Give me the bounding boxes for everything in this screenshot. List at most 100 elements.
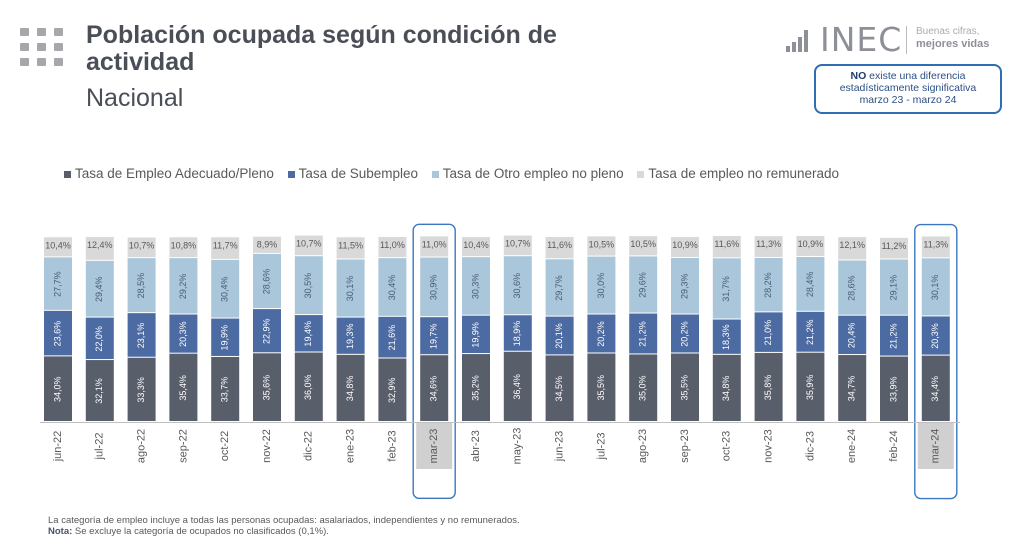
x-tick-label: jul-22 (94, 433, 106, 461)
bar-segment (85, 360, 114, 421)
bar-segment (44, 356, 72, 421)
logo-word: INEC (820, 20, 903, 59)
bar-segment (211, 237, 240, 259)
logo-divider (906, 26, 907, 54)
data-label: 30,1% (930, 275, 940, 301)
footer-nota: Nota: Se excluye la categoría de ocupado… (48, 526, 329, 537)
data-label: 34,7% (847, 376, 857, 402)
chart-legend: Tasa de Empleo Adecuado/Pleno Tasa de Su… (64, 166, 849, 181)
bar-segment (712, 319, 741, 354)
legend-item-no-remunerado: Tasa de empleo no remunerado (637, 166, 839, 181)
x-tick-label: sep-22 (177, 429, 189, 463)
data-label: 18,3% (721, 324, 731, 350)
bar-segment (336, 259, 365, 317)
data-label: 28,5% (136, 273, 146, 299)
bar-segment (754, 236, 783, 257)
bar-segment (420, 317, 449, 355)
data-label: 20,2% (596, 321, 606, 347)
data-label: 10,7% (296, 239, 322, 249)
bar-segment (378, 358, 407, 421)
data-label: 11,7% (213, 240, 238, 250)
data-label: 18,9% (512, 321, 522, 347)
x-tick-label: oct-22 (219, 431, 231, 462)
bar-segment (253, 353, 281, 421)
data-label: 11,2% (882, 241, 907, 251)
bar-segment (629, 256, 658, 313)
data-label: 29,2% (178, 274, 188, 300)
bar-segment (169, 314, 198, 353)
data-label: 20,3% (930, 323, 940, 349)
data-label: 29,6% (638, 272, 648, 298)
bar-segment (253, 236, 281, 253)
data-label: 34,8% (345, 376, 355, 402)
bar-segment (921, 355, 950, 421)
bar-segment (44, 310, 72, 356)
data-label: 11,0% (422, 239, 447, 249)
data-label: 10,7% (129, 240, 155, 250)
significance-note-period: marzo 23 - marzo 24 (859, 94, 957, 106)
legend-swatch (637, 170, 645, 178)
data-label: 8,9% (257, 240, 278, 250)
bar-segment (587, 353, 616, 421)
bar-segment (880, 315, 908, 356)
data-label: 19,7% (429, 323, 439, 349)
significance-note-bold: NO (850, 70, 867, 82)
x-tick-label: mar-24 (930, 429, 942, 464)
inec-logo: INEC Buenas cifras, mejores vidas (786, 20, 1006, 59)
bar-segment (420, 355, 449, 421)
data-label: 29,4% (94, 276, 104, 302)
data-label: 27,7% (52, 271, 62, 297)
x-tick-label: may-23 (512, 428, 524, 465)
decorative-dots (20, 28, 64, 72)
bar-segment (294, 352, 323, 421)
x-tick-label: ene-24 (846, 429, 858, 463)
bar-segment (85, 260, 114, 317)
bar-segment (127, 258, 156, 313)
bar-segment (503, 235, 532, 256)
significance-note-text: existe una diferencia estadísticamente s… (839, 70, 977, 94)
data-label: 23,6% (52, 321, 62, 347)
data-label: 35,6% (261, 375, 271, 401)
data-label: 12,4% (87, 240, 113, 250)
bar-segment (838, 237, 867, 260)
data-label: 28,6% (261, 269, 271, 295)
bar-segment (253, 253, 281, 309)
data-label: 35,9% (805, 375, 815, 401)
bar-segment (211, 356, 240, 421)
data-label: 21,6% (387, 325, 397, 351)
data-label: 21,2% (638, 321, 648, 347)
data-label: 10,5% (589, 239, 615, 249)
data-label: 21,2% (805, 319, 815, 345)
bar-segment (796, 235, 825, 256)
data-label: 34,5% (554, 376, 564, 402)
bar-segment (921, 258, 950, 316)
legend-swatch (431, 170, 439, 178)
data-label: 11,6% (547, 240, 572, 250)
bar-segment (545, 259, 574, 316)
data-label: 30,4% (387, 275, 397, 301)
bar-segment (671, 257, 699, 314)
data-label: 33,7% (220, 377, 230, 403)
bar-segment (712, 258, 741, 319)
highlight-frame (412, 223, 456, 500)
bar-segment (336, 237, 365, 259)
bar-segment (462, 315, 490, 354)
data-label: 11,0% (380, 240, 405, 250)
bar-segment (294, 235, 323, 256)
logo-bars-icon (786, 30, 814, 52)
data-label: 35,2% (470, 375, 480, 401)
data-label: 29,3% (679, 273, 689, 299)
legend-item-subempleo: Tasa de Subempleo (287, 166, 418, 181)
data-label: 33,9% (888, 377, 898, 403)
data-label: 30,1% (345, 276, 355, 302)
bar-segment (796, 311, 825, 352)
legend-label: Tasa de Otro empleo no pleno (442, 166, 624, 181)
data-label: 35,5% (679, 375, 689, 401)
data-label: 30,5% (303, 273, 313, 299)
data-label: 30,9% (429, 275, 439, 301)
x-tick-label: nov-22 (261, 429, 273, 463)
bar-segment (85, 236, 114, 260)
logo-tagline-2: mejores vidas (916, 38, 990, 50)
bar-segment (127, 357, 156, 421)
